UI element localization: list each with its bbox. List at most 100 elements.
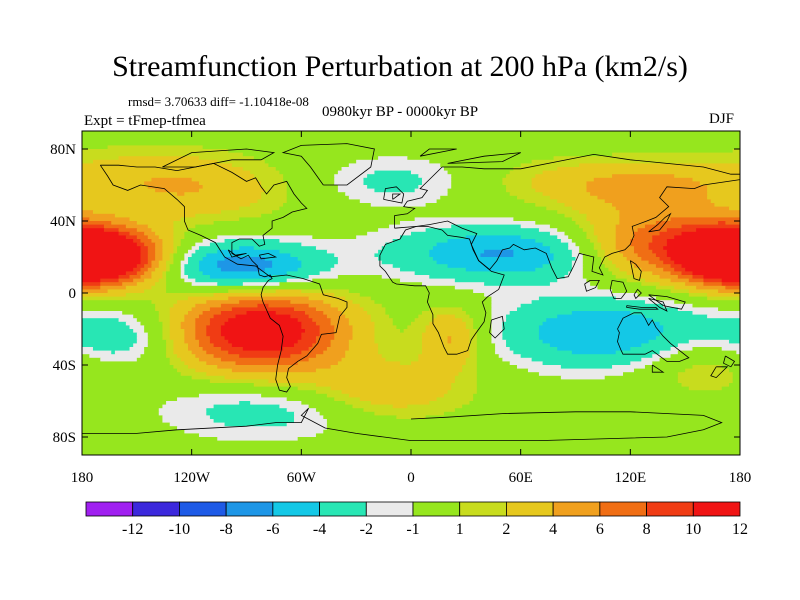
field-cell [681,224,740,229]
field-cell [166,285,456,290]
field-cell [166,271,182,276]
field-cell [703,278,723,283]
field-cell [677,379,734,384]
field-cell [538,336,657,341]
field-cell [531,159,740,164]
field-cell [195,249,218,254]
field-cell [82,437,218,442]
field-cell [308,314,328,319]
field-cell [593,177,694,182]
field-cell [213,314,237,319]
field-cell [535,221,577,226]
x-tick-label: 0 [407,470,415,486]
field-cell [198,267,222,272]
field-cell [374,325,397,330]
field-cell [385,357,419,362]
field-cell [345,350,379,355]
field-cell [641,267,664,272]
field-cell [195,242,211,247]
field-cell [82,368,178,373]
field-cell [140,249,149,254]
field-cell [217,235,313,240]
field-cell [326,419,740,424]
field-cell [535,267,573,272]
field-cell [326,393,350,398]
field-cell [224,239,280,244]
field-cell [670,278,690,283]
field-cell [341,357,387,362]
field-cell [133,267,142,272]
field-cell [542,321,661,326]
field-cell [162,325,171,330]
field-cell [677,350,737,355]
field-cell [498,354,522,359]
field-cell [601,242,617,247]
field-cell [557,314,646,319]
field-cell [82,386,299,391]
field-cell [224,321,302,326]
field-cell [612,271,628,276]
field-cell [82,145,109,150]
field-cell [352,404,394,409]
field-cell [476,372,540,377]
field-cell [111,221,138,226]
field-cell [590,192,708,197]
field-cell [118,156,200,161]
field-cell [206,332,222,337]
field-cell [239,401,251,406]
field-cell [286,185,339,190]
field-cell [294,307,317,312]
field-cell [330,321,350,326]
axes: 180 120W 60W 0 60E 120E 180 80N 40N 0 40S 80S [50,131,751,486]
field-cell [209,379,270,384]
field-cell [140,239,153,244]
field-cell [246,311,277,316]
field-cell [378,257,434,262]
field-cell [674,235,740,240]
field-cell [268,303,310,308]
field-cell [158,411,207,416]
field-cell [447,336,452,341]
field-cell [641,282,661,287]
field-cell [615,224,646,229]
chart-title: Streamfunction Perturbation at 200 hPa (… [112,50,688,83]
field-cell [294,419,328,424]
field-cell [330,339,350,344]
field-cell [557,167,740,172]
field-cell [169,357,182,362]
field-cell [184,192,262,197]
field-cell [198,343,215,348]
field-cell [82,329,134,334]
field-cell [502,181,533,186]
field-cell [491,296,540,301]
field-cell [688,293,708,298]
field-cell [465,361,478,366]
y-tick-label: 80S [53,430,76,446]
field-cell [169,361,185,366]
field-cell [188,275,211,280]
field-cell [546,206,573,211]
field-cell [484,282,551,287]
field-cell [257,303,270,308]
field-cell [162,257,171,262]
field-cell [590,239,599,244]
field-cell [436,397,474,402]
field-cell [644,300,675,305]
field-cell [363,307,387,312]
field-cell [421,347,471,352]
field-cell [502,357,533,362]
field-cell [250,203,284,208]
field-cell [133,239,142,244]
field-cell [454,379,478,384]
field-cell [586,217,620,222]
field-cell [82,249,142,254]
field-cell [612,289,672,294]
field-cell [414,271,569,276]
field-cell [374,332,423,337]
field-cell [235,361,299,366]
field-cell [188,343,200,348]
field-cell [315,336,335,341]
colorbar-label: 2 [502,521,510,538]
field-cell [82,231,120,236]
field-cell [655,264,672,269]
